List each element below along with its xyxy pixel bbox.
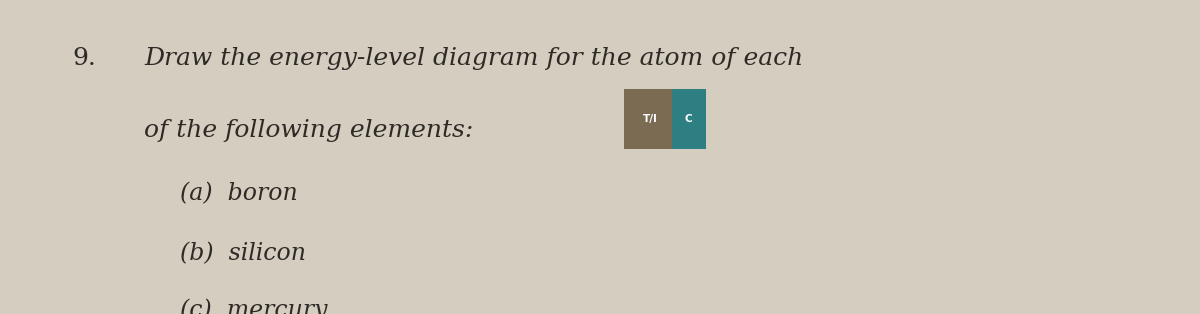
Text: (b)  silicon: (b) silicon <box>180 242 306 265</box>
Text: 9.: 9. <box>72 47 96 70</box>
Text: (a)  boron: (a) boron <box>180 182 298 205</box>
Text: (c)  mercury: (c) mercury <box>180 298 328 314</box>
Text: Draw the energy-level diagram for the atom of each: Draw the energy-level diagram for the at… <box>144 47 803 70</box>
Text: T/I: T/I <box>643 114 658 124</box>
Text: C: C <box>685 114 692 124</box>
Text: of the following elements:: of the following elements: <box>144 119 473 142</box>
